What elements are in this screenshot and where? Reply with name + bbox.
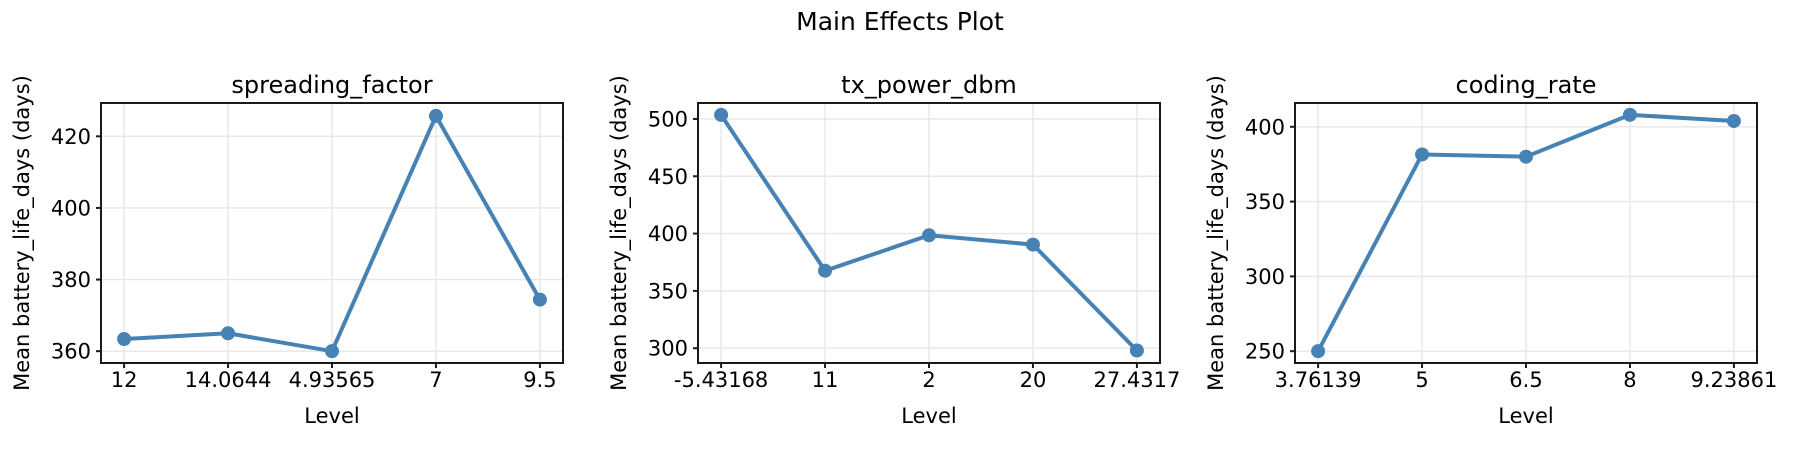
data-point-marker	[1025, 237, 1040, 252]
x-tick-label: 4.93565	[289, 368, 376, 392]
data-point-marker	[1311, 344, 1326, 359]
x-tick-label: 20	[1020, 368, 1047, 392]
data-point-marker	[714, 107, 729, 122]
data-point-marker	[532, 292, 547, 307]
y-axis-label: Mean battery_life_days (days)	[1204, 75, 1229, 391]
axes-tx_power_dbm: -5.43168 11 2 20 27.4317 300 350 400 450 500 tx_po…	[607, 71, 1180, 428]
y-tick-label: 350	[648, 279, 688, 303]
y-tick-label: 360	[51, 340, 91, 364]
y-tick-label: 300	[1245, 265, 1285, 289]
x-tick-label: 7	[429, 368, 442, 392]
x-tick-label: 9.23861	[1690, 368, 1777, 392]
data-point-marker	[428, 108, 443, 123]
x-tick-label: 9.5	[523, 368, 556, 392]
data-point-marker	[1415, 147, 1430, 162]
y-tick-label: 400	[1245, 115, 1285, 139]
y-tick-label: 350	[1245, 190, 1285, 214]
x-tick-label: 14.0644	[185, 368, 272, 392]
x-axis-label: Level	[1498, 404, 1553, 428]
data-point-marker	[221, 326, 236, 341]
figure-title: Main Effects Plot	[796, 7, 1004, 36]
y-tick-label: 420	[51, 125, 91, 149]
x-tick-label: 12	[111, 368, 138, 392]
data-point-marker	[117, 332, 132, 347]
data-point-marker	[1519, 149, 1533, 164]
data-point-marker	[818, 263, 833, 278]
y-tick-label: 500	[648, 107, 688, 131]
x-tick-label: 27.4317	[1093, 368, 1180, 392]
x-tick-label: 2	[922, 368, 935, 392]
x-tick-label: -5.43168	[674, 368, 768, 392]
x-tick-label: 3.76139	[1275, 368, 1362, 392]
y-axis-label: Mean battery_life_days (days)	[607, 75, 632, 391]
y-tick-label: 380	[51, 268, 91, 292]
y-axis-label: Mean battery_life_days (days)	[10, 75, 35, 391]
data-point-marker	[325, 344, 339, 359]
y-tick-label: 300	[648, 337, 688, 361]
x-tick-label: 8	[1623, 368, 1636, 392]
axes-coding_rate: 3.76139 5 6.5 8 9.23861 250 300 350 400 coding_ra…	[1204, 71, 1777, 428]
y-tick-label: 400	[51, 196, 91, 220]
x-axis-label: Level	[901, 404, 956, 428]
data-point-marker	[1726, 113, 1741, 128]
subplot-title: coding_rate	[1456, 71, 1597, 99]
data-point-marker	[1129, 343, 1144, 358]
subplot-title: tx_power_dbm	[841, 71, 1017, 99]
subplot-title: spreading_factor	[231, 71, 432, 99]
y-tick-label: 250	[1245, 340, 1285, 364]
y-tick-label: 450	[648, 165, 688, 189]
y-tick-label: 400	[648, 222, 688, 246]
axes-spreading_factor: 12 14.0644 4.93565 7 9.5 360 380 400 420 spreadin…	[10, 71, 564, 428]
x-tick-label: 11	[812, 368, 839, 392]
data-point-marker	[922, 228, 936, 243]
x-tick-label: 6.5	[1509, 368, 1542, 392]
data-point-marker	[1622, 107, 1637, 122]
x-axis-label: Level	[304, 404, 359, 428]
x-tick-label: 5	[1415, 368, 1428, 392]
